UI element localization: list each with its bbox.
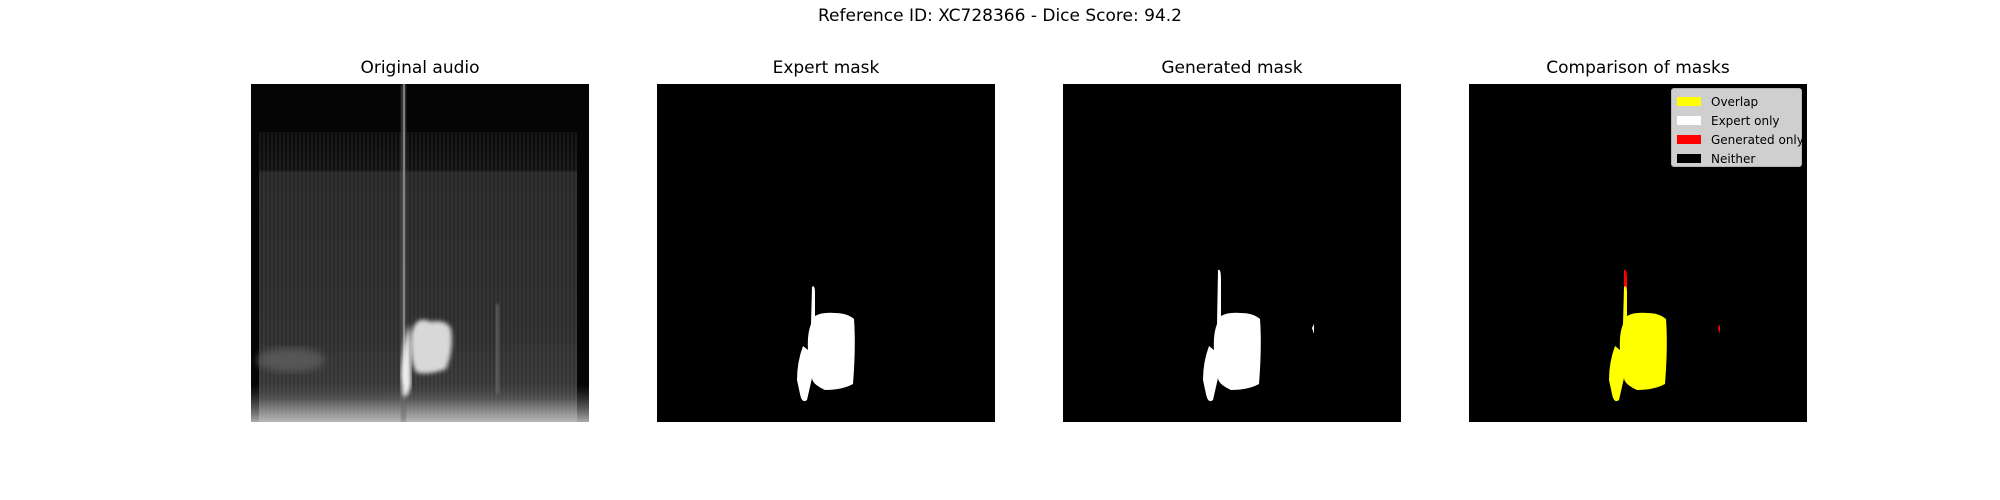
panel-title-comparison: Comparison of masks [1469,58,1807,78]
legend-label-neither: Neither [1711,152,1755,166]
legend-label-overlap: Overlap [1711,95,1758,109]
legend-item-overlap: Overlap [1677,92,1796,111]
spectrogram-image [251,84,589,422]
legend-item-generated-only: Generated only [1677,130,1796,149]
legend: Overlap Expert only Generated only Neith… [1671,88,1802,167]
legend-swatch-expert-only [1677,116,1701,125]
panel-title-expert-mask: Expert mask [657,58,995,78]
legend-swatch-neither [1677,154,1701,163]
legend-swatch-generated-only [1677,135,1701,144]
legend-swatch-overlap [1677,97,1701,106]
panel-title-original-audio: Original audio [251,58,589,78]
panel-title-generated-mask: Generated mask [1063,58,1401,78]
expert-mask-image [657,84,995,422]
generated-mask-panel [1063,84,1401,422]
legend-item-expert-only: Expert only [1677,111,1796,130]
expert-mask-panel [657,84,995,422]
legend-item-neither: Neither [1677,149,1796,168]
legend-label-generated-only: Generated only [1711,133,1804,147]
comparison-panel: Overlap Expert only Generated only Neith… [1469,84,1807,422]
generated-mask-image [1063,84,1401,422]
spectrogram-panel [251,84,589,422]
figure-title: Reference ID: XC728366 - Dice Score: 94.… [0,6,2000,26]
legend-label-expert-only: Expert only [1711,114,1780,128]
